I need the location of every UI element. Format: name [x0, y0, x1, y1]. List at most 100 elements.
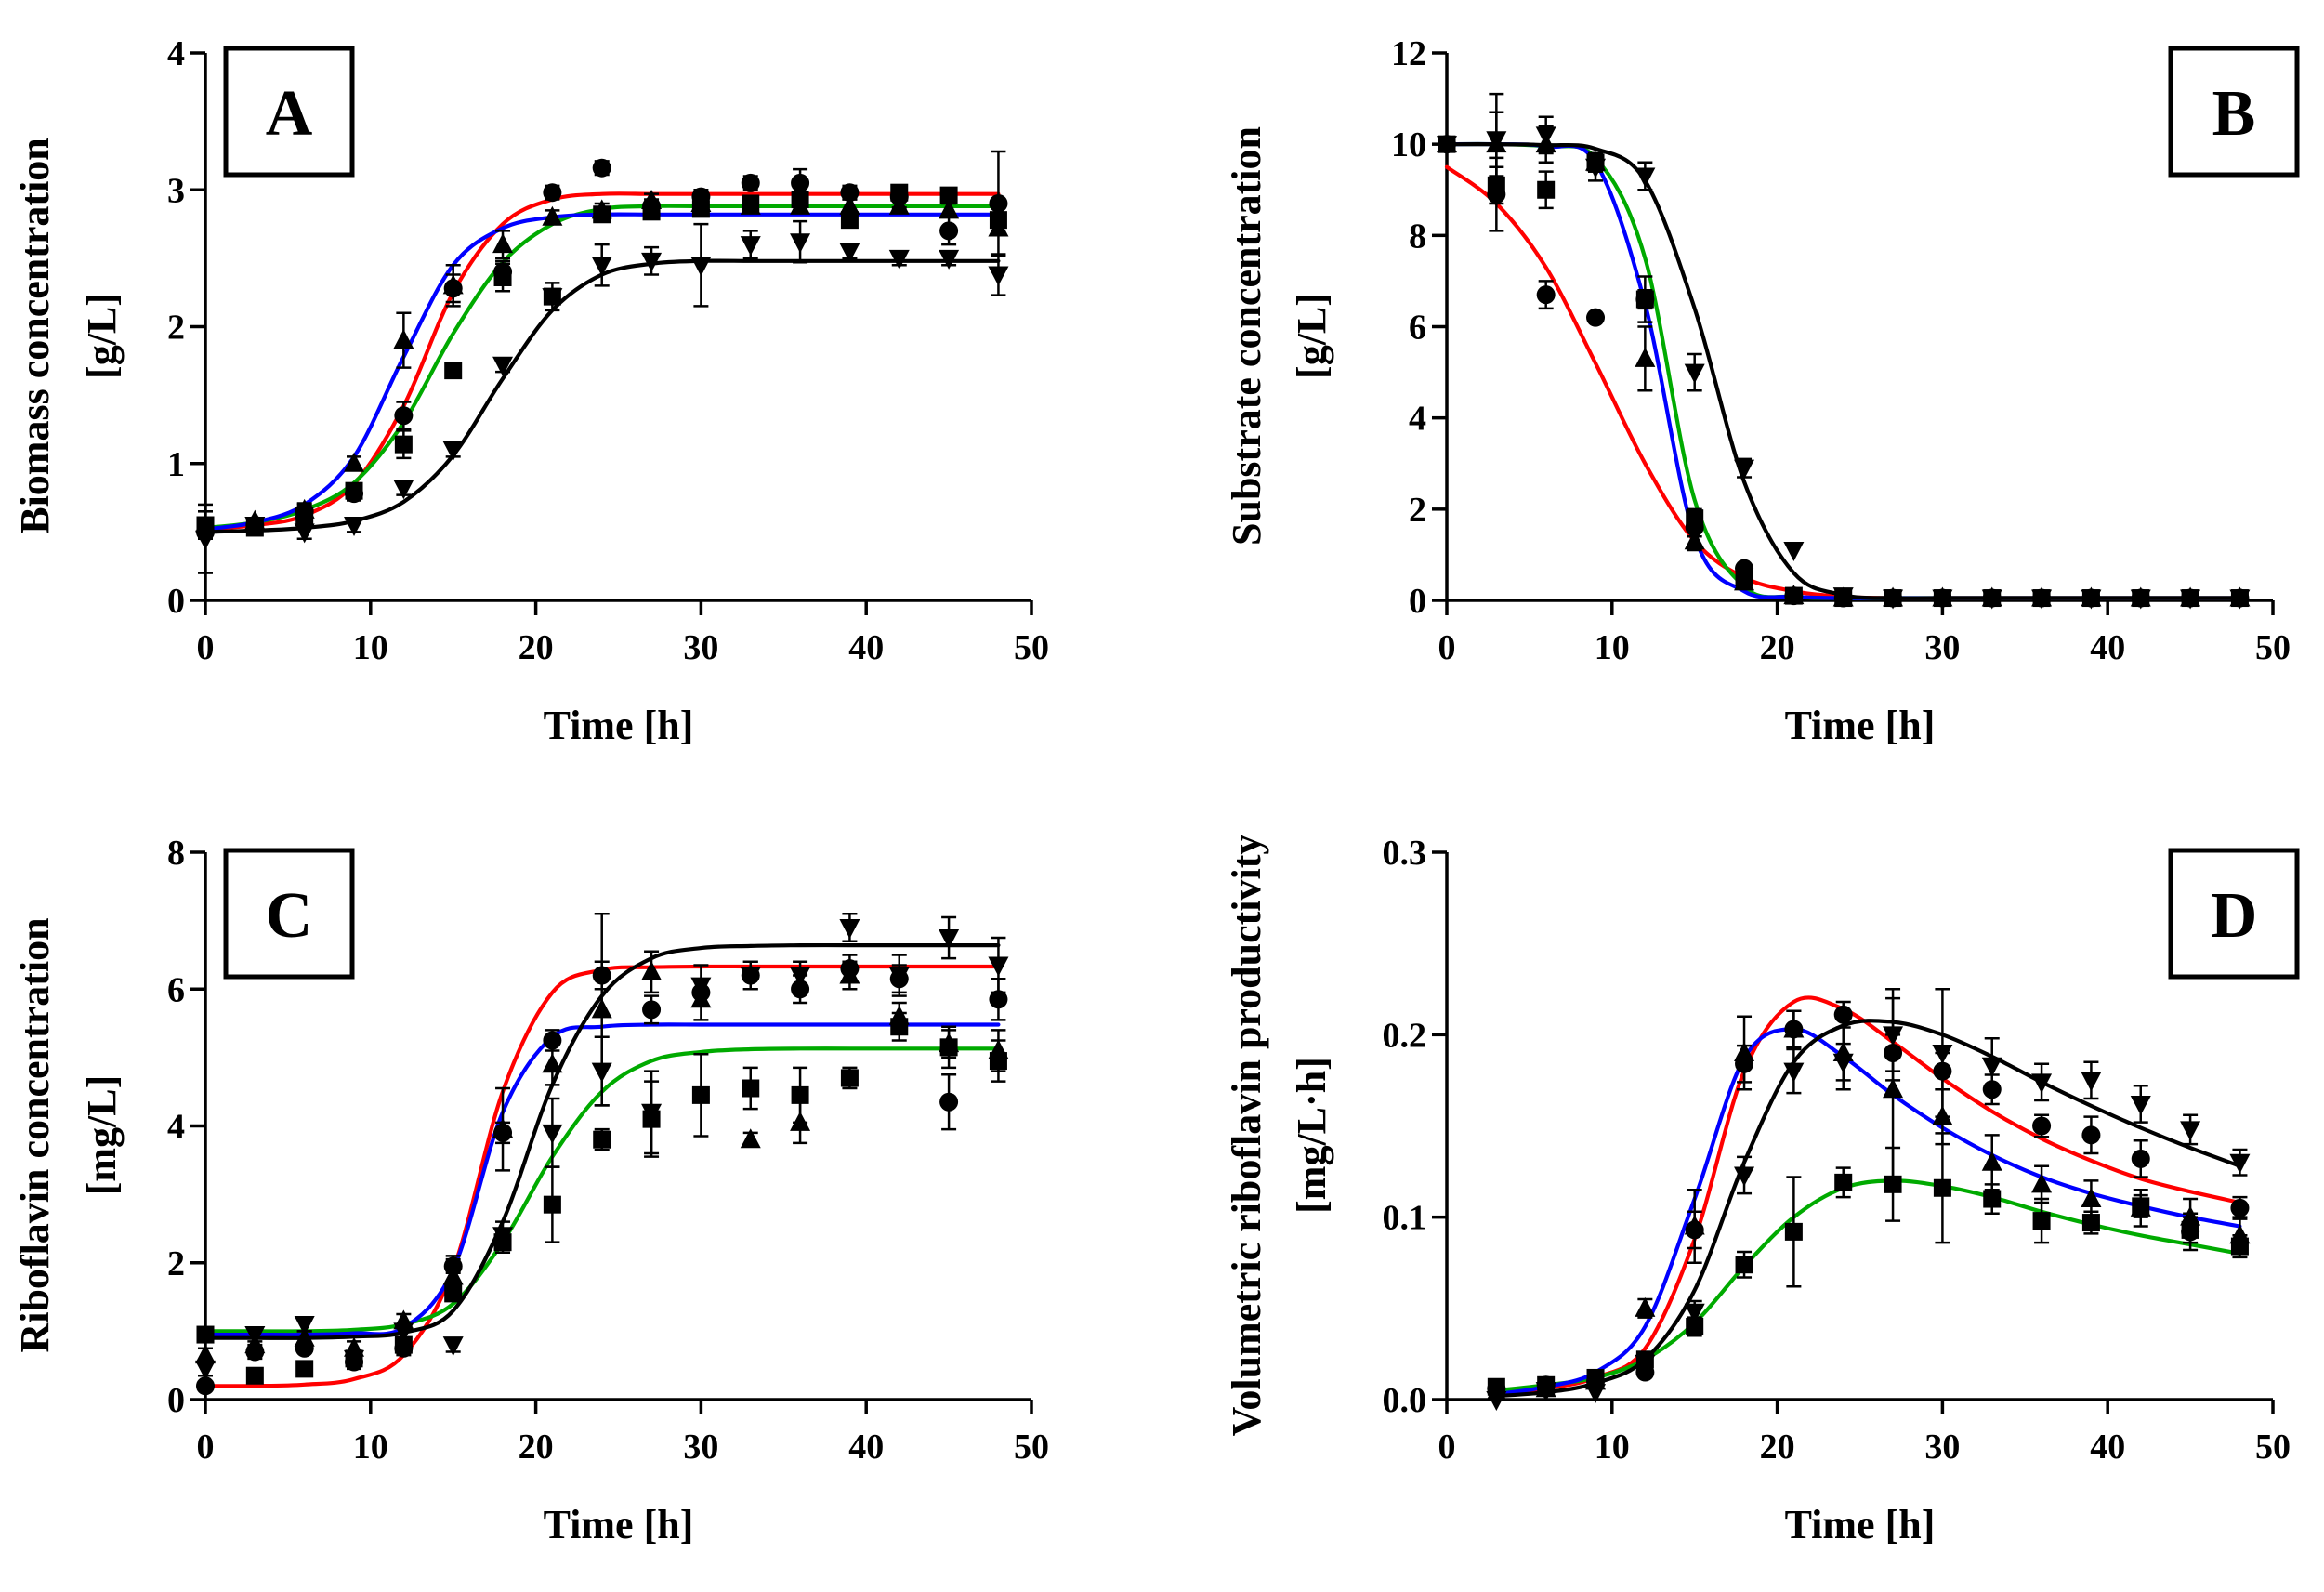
y-tick-label: 0.1	[1383, 1199, 1427, 1238]
triangle-marker	[839, 194, 860, 215]
panel-letter: C	[266, 880, 313, 952]
x-axis-title: Time [h]	[1785, 703, 1936, 748]
triangle-marker	[542, 1053, 563, 1073]
y-axis-title-line: [g/L]	[79, 293, 125, 379]
x-tick-label: 10	[353, 628, 388, 667]
triangle-marker	[591, 199, 612, 219]
black-fit-line	[203, 942, 1001, 1340]
triangle-marker	[740, 194, 761, 215]
square-marker	[196, 1325, 215, 1344]
panel-letter: A	[266, 78, 313, 150]
inverted-triangle-marker	[2031, 589, 2053, 610]
inverted-triangle-marker	[294, 1316, 315, 1336]
inverted-triangle-marker	[1535, 1382, 1556, 1402]
triangle-marker	[195, 1344, 216, 1364]
inverted-triangle-marker	[195, 530, 216, 550]
inverted-triangle-marker	[839, 918, 860, 939]
circle-marker	[394, 406, 414, 426]
panel-letter-box	[2168, 46, 2300, 178]
inverted-triangle-marker	[690, 257, 712, 277]
inverted-triangle-marker	[888, 249, 910, 270]
inverted-triangle-marker	[542, 1124, 563, 1144]
y-tick-label: 2	[167, 309, 185, 348]
inverted-triangle-marker	[939, 929, 960, 950]
inverted-triangle-series	[1486, 988, 2251, 1411]
square-marker	[593, 1130, 611, 1149]
inverted-triangle-marker	[1684, 1303, 1705, 1323]
inverted-triangle-marker	[1783, 542, 1805, 562]
inverted-triangle-marker	[641, 252, 663, 272]
triangle-marker	[442, 274, 464, 295]
square-marker	[1834, 1173, 1853, 1191]
y-tick-label: 6	[167, 970, 185, 1009]
square-marker	[543, 1195, 561, 1214]
x-tick-label: 30	[1924, 628, 1960, 667]
x-axis-title: Time [h]	[1785, 1502, 1936, 1547]
x-tick-label: 50	[2255, 1428, 2291, 1467]
inverted-triangle-marker	[393, 480, 414, 500]
x-tick-label: 40	[848, 628, 884, 667]
circle-marker	[196, 1376, 215, 1396]
inverted-triangle-marker	[591, 257, 612, 277]
circle-marker	[2230, 1198, 2250, 1217]
y-tick-label: 3	[167, 171, 185, 210]
inverted-triangle-marker	[2081, 589, 2102, 610]
x-tick-label: 20	[1760, 628, 1795, 667]
inverted-triangle-marker	[2180, 589, 2201, 610]
triangle-marker	[2229, 1224, 2251, 1244]
square-marker	[742, 1079, 760, 1098]
triangle-marker	[988, 1039, 1009, 1059]
inverted-triangle-marker	[1734, 459, 1755, 480]
square-marker	[1784, 1222, 1803, 1241]
triangle-marker	[1684, 1215, 1705, 1235]
y-axis-title-line: [mg/L·h]	[1289, 1057, 1334, 1214]
y-tick-label: 0	[1409, 582, 1426, 621]
inverted-triangle-marker	[2180, 1121, 2201, 1141]
inverted-triangle-marker	[1635, 167, 1656, 188]
panel-c: 0 10 20 30 40 50 0 2 4 6 8 Time [h] Riboflavin conce…	[12, 834, 1049, 1547]
inverted-triangle-marker	[1585, 1384, 1607, 1404]
triangle-marker	[442, 1265, 464, 1285]
x-tick-label: 50	[2255, 628, 2291, 667]
inverted-triangle-marker	[542, 288, 563, 309]
inverted-triangle-marker	[1486, 131, 1507, 151]
triangle-marker	[740, 1128, 761, 1149]
triangle-marker	[1635, 1296, 1656, 1317]
inverted-triangle-marker	[195, 1360, 216, 1380]
triangle-marker	[641, 960, 663, 980]
inverted-triangle-marker	[344, 1349, 365, 1370]
y-axis-title-line: Riboflavin concentration	[12, 917, 58, 1352]
blue-fit-line	[203, 1022, 1001, 1337]
inverted-triangle-series	[1437, 92, 2251, 610]
y-tick-label: 8	[1409, 217, 1426, 256]
panel-d: 0 10 20 30 40 50 0.0 0.1 0.2 0.3 Time [h] Volumetri…	[1224, 834, 2300, 1547]
x-tick-label: 20	[519, 1428, 554, 1467]
y-tick-label: 0	[167, 1381, 185, 1420]
triangle-marker	[591, 998, 612, 1019]
x-tick-label: 20	[519, 628, 554, 667]
green-fit-line	[1494, 1178, 2242, 1393]
inverted-triangle-marker	[939, 249, 960, 270]
square-marker	[939, 186, 958, 204]
square-marker	[1635, 290, 1654, 309]
triangle-marker	[641, 190, 663, 210]
square-marker	[890, 183, 909, 202]
inverted-triangle-marker	[442, 441, 464, 462]
inverted-triangle-marker	[988, 956, 1009, 977]
y-axis-title-line: [g/L]	[1289, 293, 1334, 379]
circle-marker	[1536, 285, 1556, 305]
triangle-marker	[1783, 585, 1805, 605]
y-tick-label: 2	[1409, 491, 1426, 530]
inverted-triangle-marker	[1883, 1026, 1904, 1046]
y-axis-title-line: Substrate concentration	[1224, 126, 1269, 546]
inverted-triangle-marker	[2031, 1073, 2053, 1094]
triangle-marker	[888, 194, 910, 215]
square-marker	[345, 481, 363, 500]
x-tick-label: 0	[197, 1428, 215, 1467]
panel-letter: B	[2212, 78, 2256, 150]
x-tick-label: 0	[1438, 628, 1456, 667]
inverted-triangle-marker	[988, 266, 1009, 286]
circle-marker	[791, 173, 810, 192]
triangle-marker	[2081, 1188, 2102, 1208]
circle-marker	[741, 173, 760, 192]
